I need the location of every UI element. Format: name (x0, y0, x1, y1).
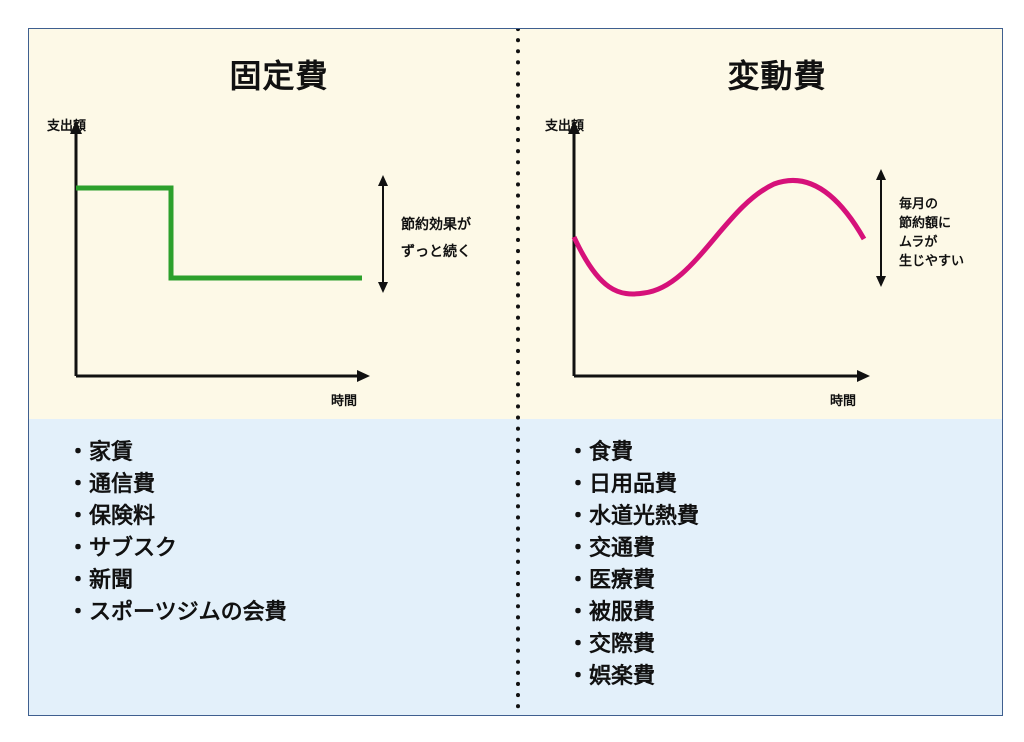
fixed-cost-chart: 支出額 時間 節約効果が ずっと続く (46, 118, 472, 409)
list-item: 家賃 (67, 437, 287, 469)
list-item: 医療費 (567, 565, 699, 597)
x-axis-arrowhead (357, 370, 370, 382)
annotation-line-4: 生じやすい (899, 253, 964, 269)
list-item: 新聞 (67, 565, 287, 597)
annotation-line-2: 節約額に (899, 215, 951, 231)
chart-area (29, 29, 1002, 419)
comparison-frame: 固定費 変動費 支出額 時間 節約効果が ずっと続く 支出額 時間 毎月の 節約… (28, 28, 1003, 716)
y-axis-arrowhead (568, 121, 580, 134)
list-item: 被服費 (567, 597, 699, 629)
x-axis-label: 時間 (331, 393, 357, 409)
fluctuation-arrow-up-head (876, 169, 886, 180)
variable-cost-title: 変動費 (727, 57, 827, 95)
list-item: 保険料 (67, 501, 287, 533)
fluctuation-arrow-down-head (876, 276, 886, 287)
variable-cost-wave-line (571, 177, 867, 297)
list-item: 通信費 (67, 469, 287, 501)
dotted-divider (515, 29, 521, 715)
list-item: 日用品費 (567, 469, 699, 501)
list-item: 交際費 (567, 629, 699, 661)
variable-cost-chart: 支出額 時間 毎月の 節約額に ムラが 生じやすい (544, 118, 964, 409)
list-item: 食費 (567, 437, 699, 469)
variable-cost-list: 食費 日用品費 水道光熱費 交通費 医療費 被服費 交際費 娯楽費 (567, 437, 699, 693)
list-item: 水道光熱費 (567, 501, 699, 533)
fixed-cost-step-line (76, 185, 362, 281)
list-item: スポーツジムの会費 (67, 597, 287, 629)
list-item: サブスク (67, 533, 287, 565)
annotation-line-3: ムラが (899, 234, 937, 250)
annotation-line-1: 節約効果が (401, 216, 472, 233)
fixed-cost-title: 固定費 (229, 57, 329, 95)
list-item: 交通費 (567, 533, 699, 565)
x-axis-label: 時間 (830, 393, 856, 409)
list-item: 娯楽費 (567, 661, 699, 693)
x-axis-arrowhead (857, 370, 870, 382)
fixed-cost-list: 家賃 通信費 保険料 サブスク 新聞 スポーツジムの会費 (67, 437, 287, 629)
savings-arrow-up-head (378, 175, 388, 186)
annotation-line-1: 毎月の (899, 196, 938, 212)
savings-arrow-down-head (378, 282, 388, 293)
annotation-line-2: ずっと続く (401, 243, 471, 260)
y-axis-arrowhead (70, 121, 82, 134)
